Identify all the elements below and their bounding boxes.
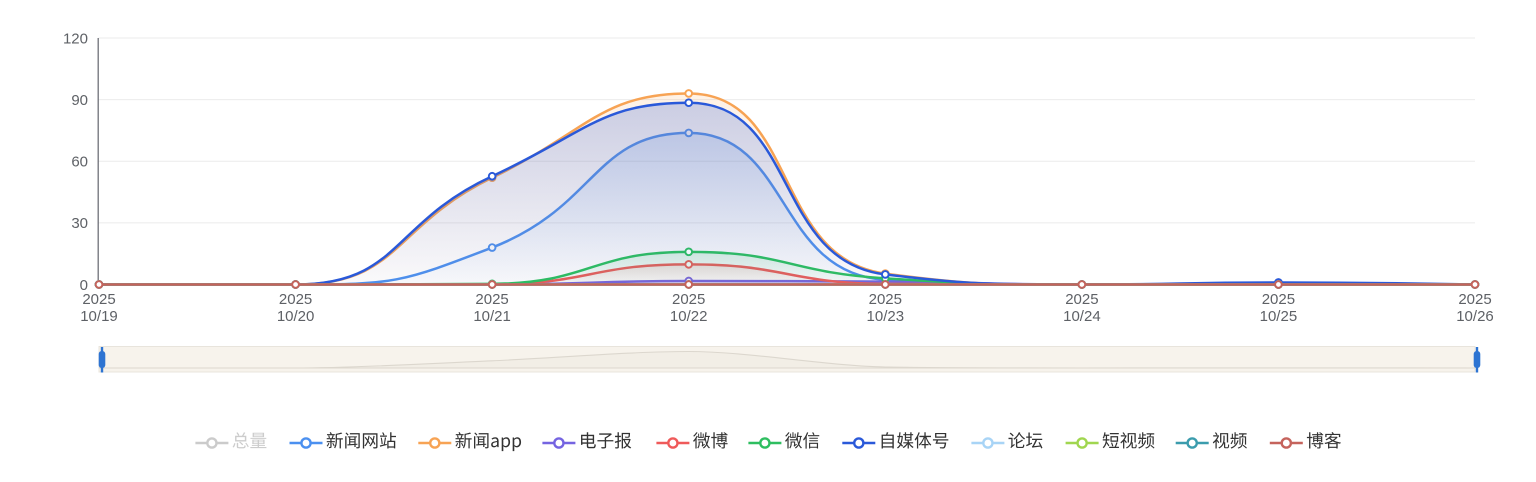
svg-text:10/21: 10/21 [473, 308, 511, 325]
svg-text:2025: 2025 [869, 291, 902, 308]
svg-text:120: 120 [63, 30, 88, 47]
svg-text:90: 90 [71, 92, 88, 109]
svg-text:30: 30 [71, 215, 88, 232]
svg-text:10/22: 10/22 [670, 308, 708, 325]
svg-text:2025: 2025 [475, 291, 508, 308]
svg-text:2025: 2025 [1262, 291, 1295, 308]
svg-text:0: 0 [80, 277, 88, 294]
svg-text:60: 60 [71, 154, 88, 171]
svg-text:10/24: 10/24 [1063, 308, 1101, 325]
svg-text:10/23: 10/23 [867, 308, 905, 325]
svg-text:10/26: 10/26 [1456, 308, 1494, 325]
svg-text:10/19: 10/19 [80, 308, 118, 325]
svg-text:2025: 2025 [1458, 291, 1491, 308]
svg-text:2025: 2025 [279, 291, 312, 308]
svg-text:10/25: 10/25 [1260, 308, 1298, 325]
svg-text:2025: 2025 [1065, 291, 1098, 308]
svg-text:10/20: 10/20 [277, 308, 315, 325]
svg-text:2025: 2025 [82, 291, 115, 308]
svg-text:2025: 2025 [672, 291, 705, 308]
